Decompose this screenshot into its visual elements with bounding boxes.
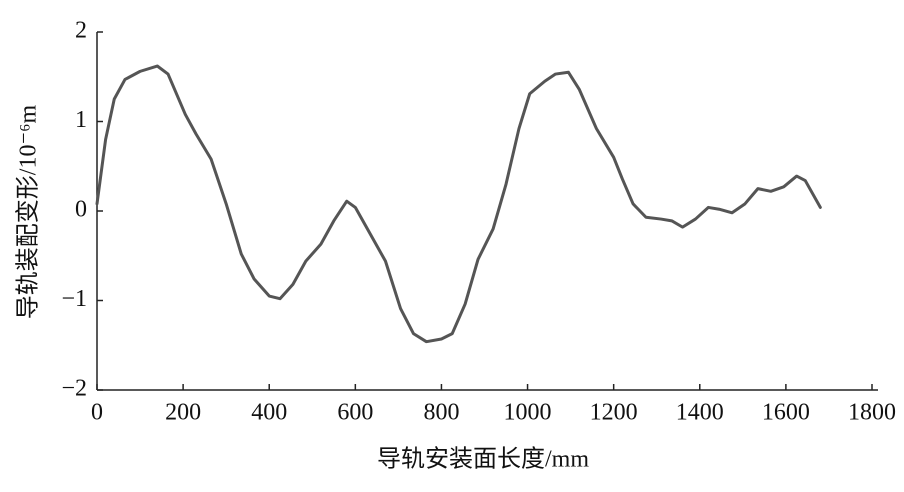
x-tick-label: 1200 [590, 400, 638, 426]
x-axis-label: 导轨安装面长度/mm [377, 446, 589, 473]
x-tick-label: 600 [337, 400, 373, 426]
x-tick-label: 1600 [762, 400, 810, 426]
y-tick-label: 0 [75, 197, 87, 223]
x-tick-label: 1400 [676, 400, 724, 426]
y-tick-label: −2 [61, 376, 87, 402]
x-tick-label: 1800 [848, 400, 896, 426]
x-tick-label: 400 [251, 400, 287, 426]
y-tick-label: −1 [61, 286, 87, 312]
y-tick-label: 2 [75, 18, 87, 44]
data-line [95, 64, 822, 344]
x-tick-label: 1000 [504, 400, 552, 426]
y-tick-label: 1 [75, 107, 87, 133]
x-tick-label: 200 [165, 400, 201, 426]
x-tick-label: 0 [91, 400, 103, 426]
x-tick-label: 800 [423, 400, 459, 426]
y-axis-label: 导轨装配变形/10⁻⁶m [15, 104, 42, 319]
